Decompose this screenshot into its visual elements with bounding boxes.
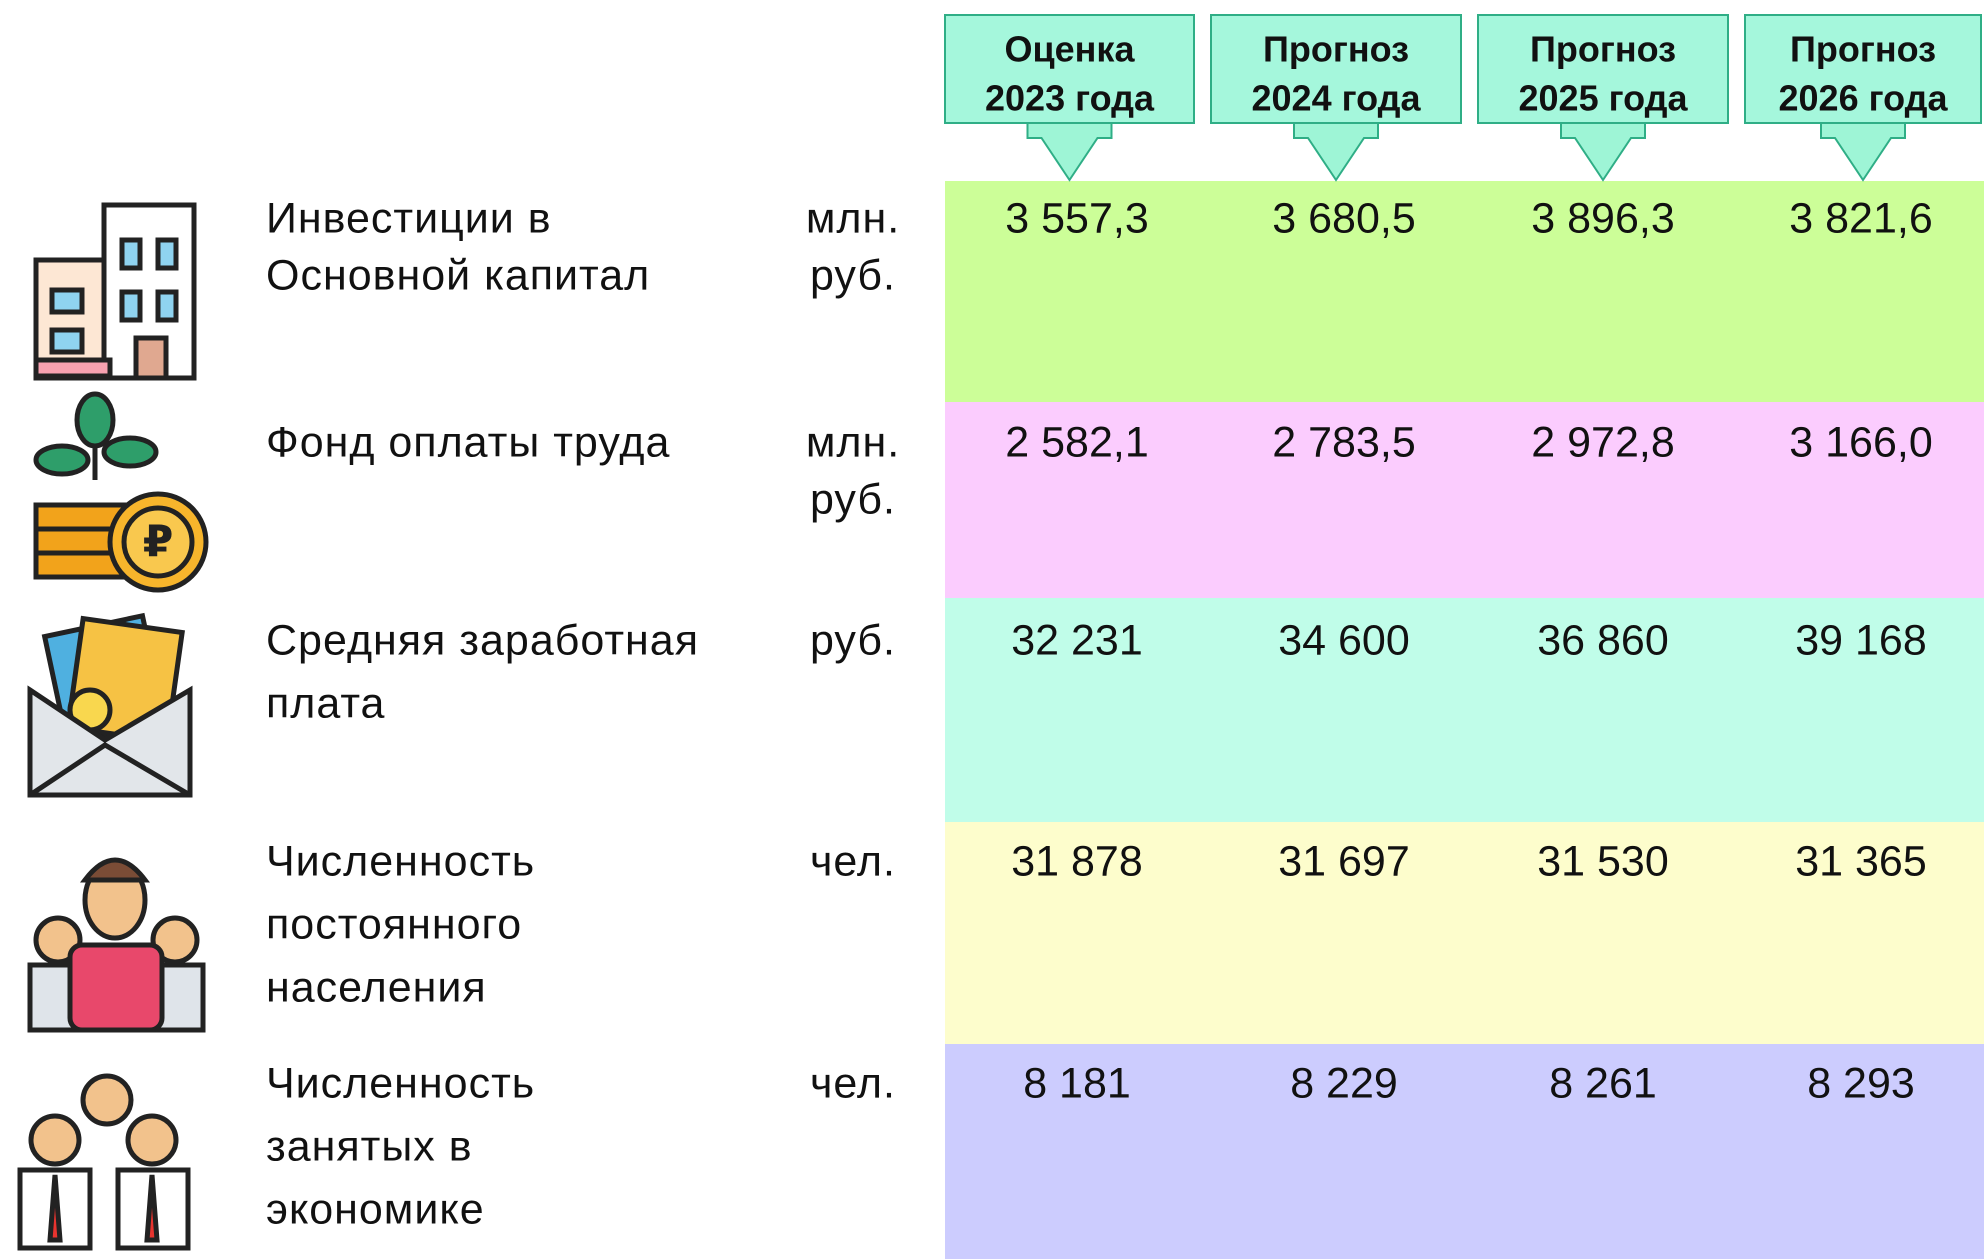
row-label: населения bbox=[266, 963, 487, 1011]
row-bg bbox=[945, 1044, 1984, 1259]
row-unit: руб. bbox=[810, 616, 896, 664]
cell-value: 34 600 bbox=[1278, 616, 1410, 664]
icon-building bbox=[33, 202, 197, 381]
row-unit: млн. bbox=[806, 194, 900, 242]
header-text: 2024 года bbox=[1252, 78, 1422, 119]
row-bg bbox=[945, 822, 1984, 1044]
cell-value: 31 530 bbox=[1537, 837, 1669, 885]
cell-value: 8 261 bbox=[1549, 1059, 1657, 1107]
row-unit: млн. bbox=[806, 418, 900, 466]
row-label: плата bbox=[266, 679, 385, 727]
cell-value: 31 878 bbox=[1011, 837, 1143, 885]
header-box bbox=[1210, 14, 1462, 124]
cell-value: 36 860 bbox=[1537, 616, 1669, 664]
header-text: Прогноз bbox=[1263, 29, 1409, 70]
cell-value: 39 168 bbox=[1795, 616, 1927, 664]
cell-value: 3 680,5 bbox=[1272, 194, 1415, 242]
cell-value: 2 972,8 bbox=[1531, 418, 1674, 466]
icon-money-plant: ₽ bbox=[33, 391, 209, 593]
header-text: Оценка bbox=[1005, 29, 1136, 70]
header-text: 2025 года bbox=[1519, 78, 1689, 119]
icon-workers bbox=[17, 1073, 191, 1251]
row-bg bbox=[945, 181, 1984, 402]
cell-value: 32 231 bbox=[1011, 616, 1143, 664]
row-label: Численность bbox=[266, 837, 535, 885]
cell-value: 8 293 bbox=[1807, 1059, 1915, 1107]
header-arrow bbox=[1560, 122, 1646, 182]
row-label: Фонд оплаты труда bbox=[266, 418, 670, 466]
row-unit: чел. bbox=[810, 1059, 896, 1107]
icon-people bbox=[27, 857, 206, 1033]
row-label: Инвестиции в bbox=[266, 194, 552, 242]
row-label: занятых в bbox=[266, 1122, 473, 1170]
cell-value: 3 821,6 bbox=[1789, 194, 1932, 242]
row-label: Основной капитал bbox=[266, 251, 650, 299]
cell-value: 8 181 bbox=[1023, 1059, 1131, 1107]
cell-value: 2 582,1 bbox=[1005, 418, 1148, 466]
cell-value: 3 896,3 bbox=[1531, 194, 1674, 242]
cell-value: 3 557,3 bbox=[1005, 194, 1148, 242]
header-arrow bbox=[1820, 122, 1906, 182]
row-unit: чел. bbox=[810, 837, 896, 885]
row-unit: руб. bbox=[810, 475, 896, 523]
cell-value: 31 697 bbox=[1278, 837, 1410, 885]
header-arrow bbox=[1293, 122, 1379, 182]
row-label: Средняя заработная bbox=[266, 616, 699, 664]
header-text: Прогноз bbox=[1530, 29, 1676, 70]
header-box bbox=[944, 14, 1195, 124]
row-label: экономике bbox=[266, 1185, 485, 1233]
header-text: 2026 года bbox=[1779, 78, 1949, 119]
header-text: 2023 года bbox=[985, 78, 1155, 119]
row-unit: руб. bbox=[810, 251, 896, 299]
row-label: постоянного bbox=[266, 900, 522, 948]
header-text: Прогноз bbox=[1790, 29, 1936, 70]
row-bg bbox=[945, 598, 1984, 822]
row-label: Численность bbox=[266, 1059, 535, 1107]
header-box bbox=[1477, 14, 1729, 124]
cell-value: 8 229 bbox=[1290, 1059, 1398, 1107]
cell-value: 31 365 bbox=[1795, 837, 1927, 885]
row-bg bbox=[945, 402, 1984, 598]
header-arrow bbox=[1026, 122, 1113, 182]
svg-text:₽: ₽ bbox=[143, 518, 174, 567]
cell-value: 3 166,0 bbox=[1789, 418, 1932, 466]
cell-value: 2 783,5 bbox=[1272, 418, 1415, 466]
header-box bbox=[1744, 14, 1982, 124]
icon-envelope bbox=[27, 612, 193, 798]
